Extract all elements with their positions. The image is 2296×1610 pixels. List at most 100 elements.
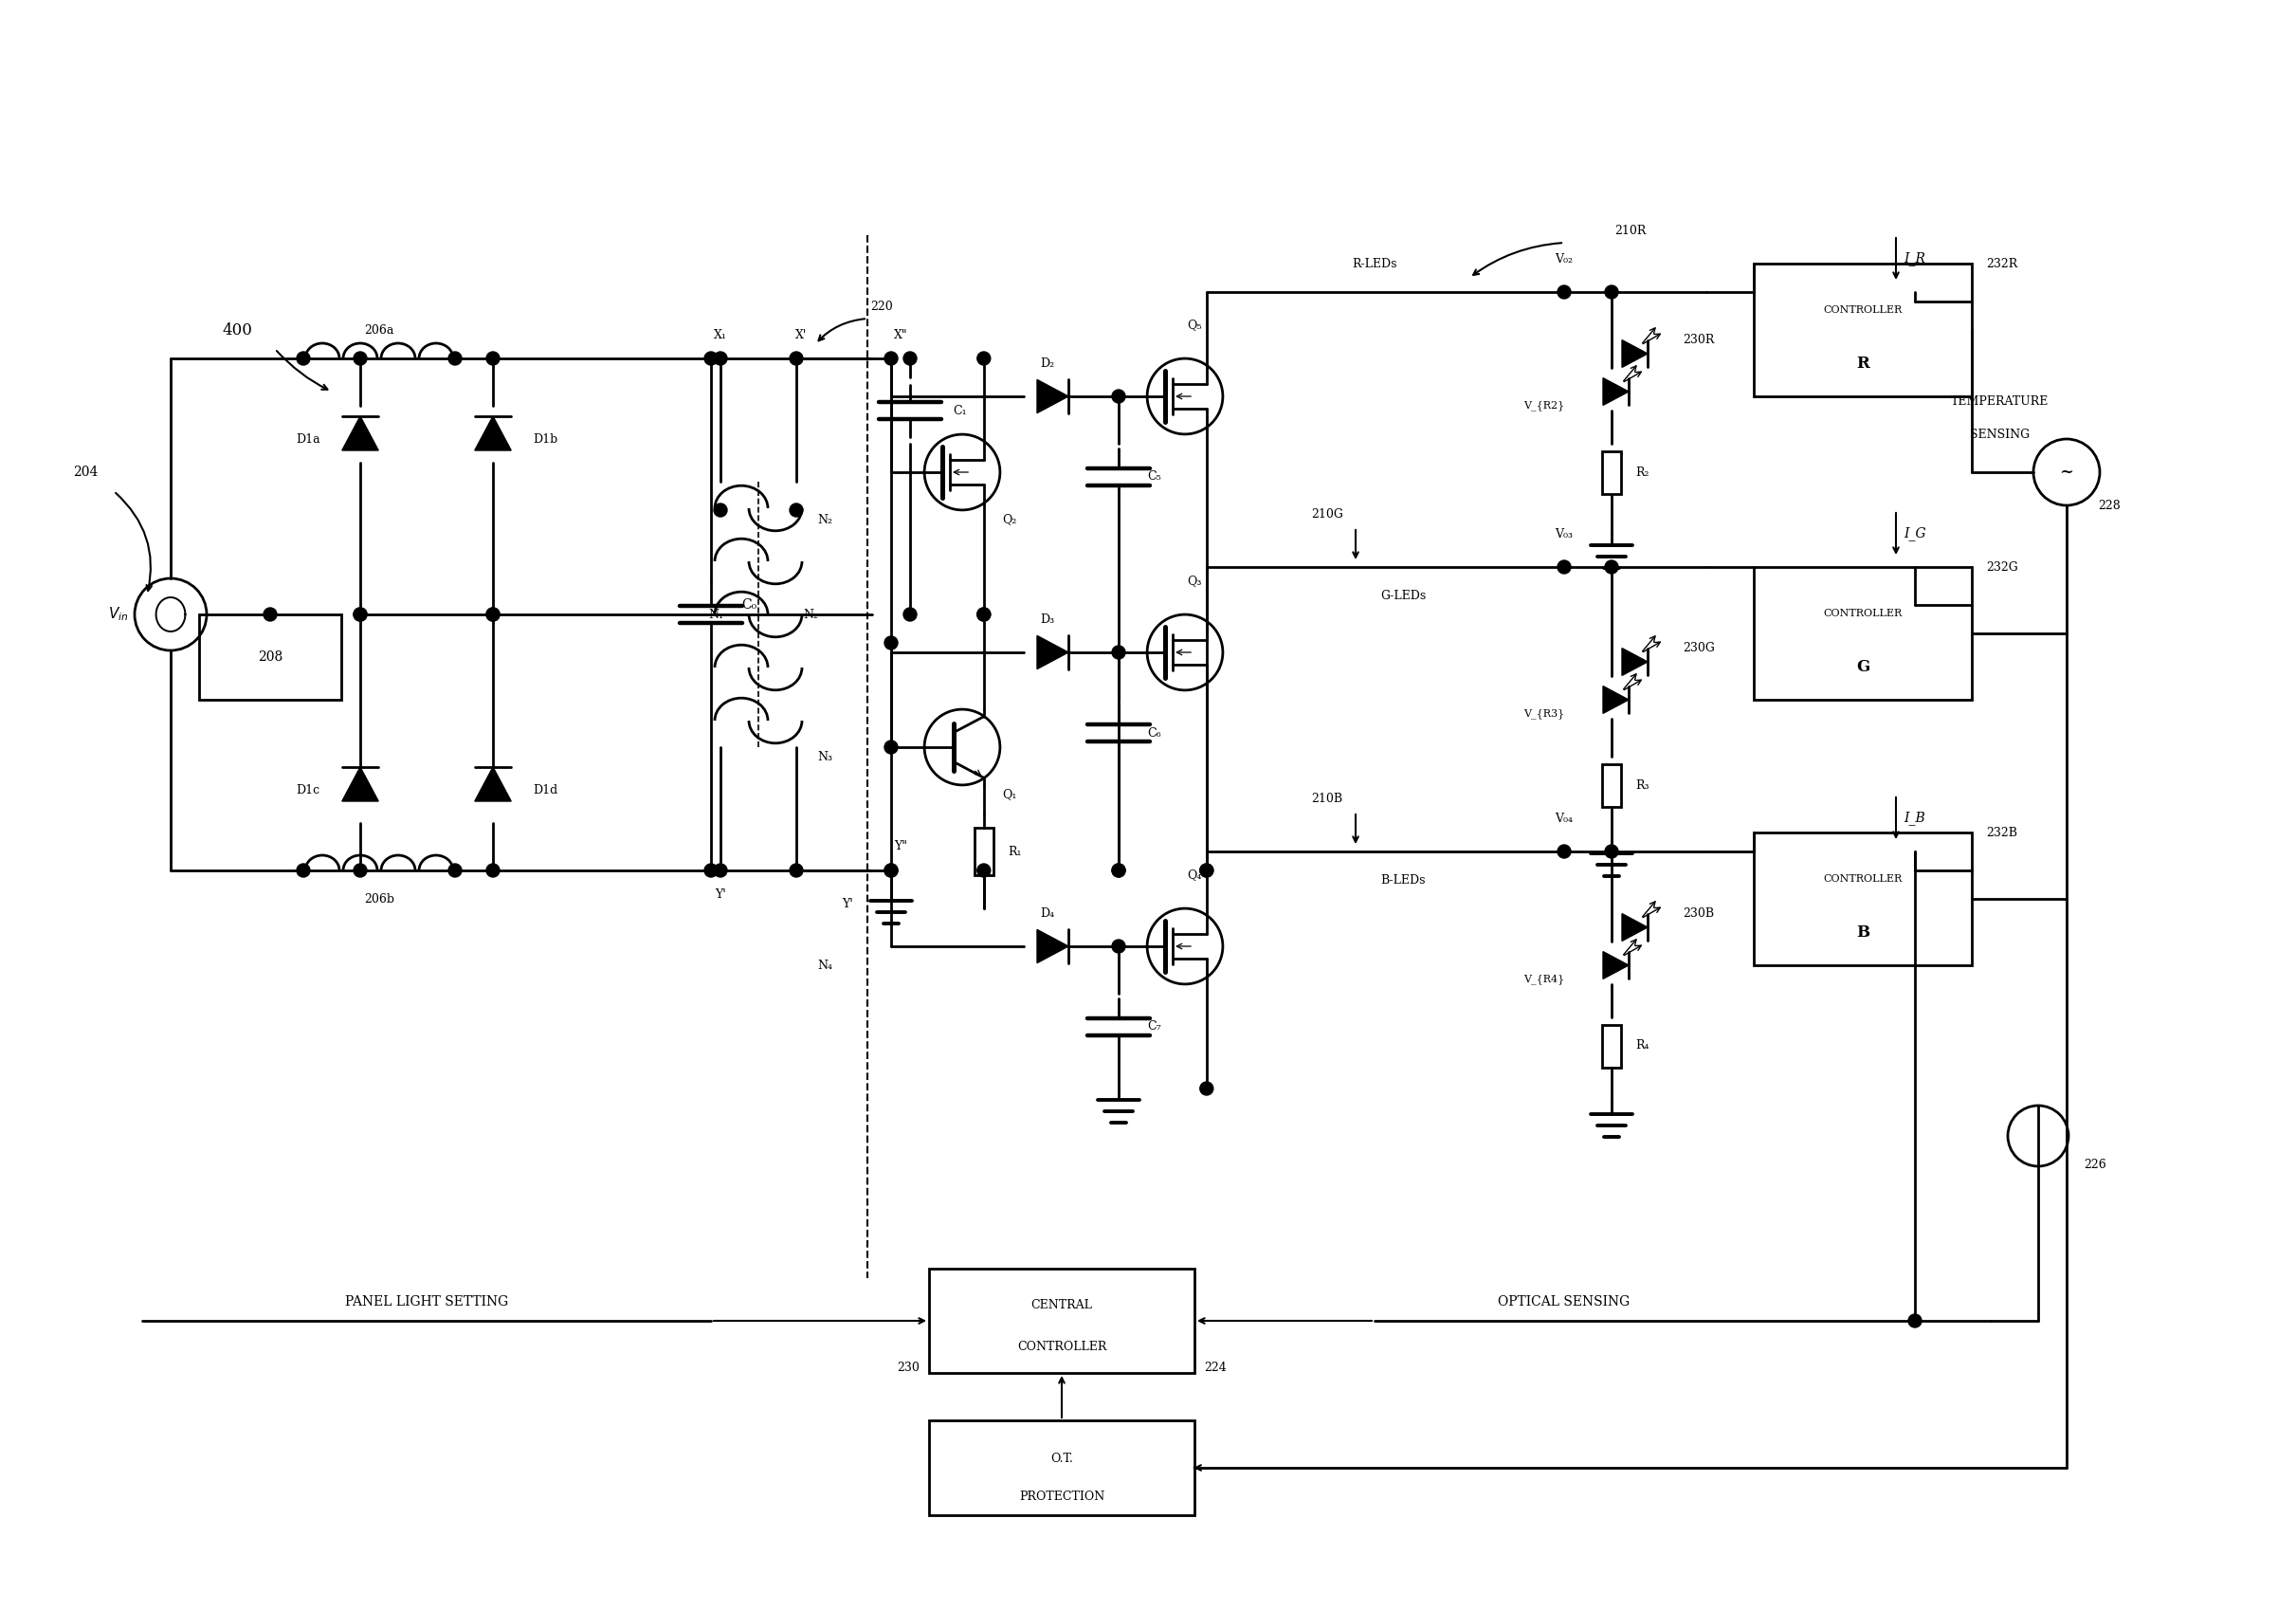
Circle shape [978, 351, 990, 365]
Circle shape [1201, 1082, 1212, 1095]
Circle shape [902, 609, 916, 621]
Circle shape [884, 636, 898, 649]
Circle shape [978, 609, 990, 621]
Circle shape [487, 609, 501, 621]
Circle shape [487, 609, 501, 621]
Text: Y": Y" [893, 840, 907, 853]
Text: N₂: N₂ [817, 514, 833, 526]
Text: 204: 204 [73, 465, 99, 478]
Text: PANEL LIGHT SETTING: PANEL LIGHT SETTING [344, 1294, 507, 1309]
Bar [974, 828, 994, 876]
Circle shape [714, 865, 728, 877]
Text: ~: ~ [2060, 464, 2073, 481]
Circle shape [1557, 285, 1570, 299]
Circle shape [790, 865, 804, 877]
Text: C₇: C₇ [1148, 1021, 1162, 1034]
Circle shape [296, 351, 310, 365]
Polygon shape [1603, 378, 1628, 406]
Polygon shape [342, 766, 379, 802]
Text: Q₂: Q₂ [1003, 514, 1017, 526]
Bar [930, 1269, 1194, 1373]
Circle shape [884, 351, 898, 365]
Text: 232B: 232B [1986, 826, 2018, 839]
Circle shape [1111, 865, 1125, 877]
Text: 220: 220 [870, 299, 893, 312]
Text: X": X" [893, 328, 907, 341]
Text: D1a: D1a [296, 433, 319, 446]
Text: Y': Y' [843, 897, 854, 910]
Text: 210R: 210R [1614, 224, 1646, 237]
Text: Y': Y' [714, 889, 726, 900]
Circle shape [1111, 646, 1125, 658]
Text: V_{R2}: V_{R2} [1522, 401, 1564, 411]
Text: G-LEDs: G-LEDs [1380, 589, 1426, 602]
Circle shape [884, 741, 898, 753]
Text: 400: 400 [223, 322, 253, 338]
Polygon shape [1603, 686, 1628, 713]
Circle shape [1605, 560, 1619, 573]
Circle shape [1908, 1314, 1922, 1327]
Text: R₄: R₄ [1635, 1040, 1649, 1051]
Bar [1603, 763, 1621, 807]
Text: 230: 230 [898, 1362, 918, 1375]
Circle shape [1605, 285, 1619, 299]
Text: N₂: N₂ [804, 609, 817, 620]
Bar [930, 1420, 1194, 1515]
Text: 228: 228 [2099, 499, 2122, 512]
Text: R: R [1855, 356, 1869, 372]
Circle shape [354, 351, 367, 365]
Polygon shape [1621, 340, 1649, 367]
Text: C₆: C₆ [1148, 726, 1162, 739]
Text: CONTROLLER: CONTROLLER [1823, 874, 1901, 884]
Text: R-LEDs: R-LEDs [1352, 258, 1396, 270]
Text: D1b: D1b [533, 433, 558, 446]
Polygon shape [1038, 929, 1068, 963]
Circle shape [1111, 865, 1125, 877]
Text: N₃: N₃ [817, 750, 833, 763]
Polygon shape [342, 417, 379, 451]
Text: Q₄: Q₄ [1187, 869, 1201, 881]
Circle shape [714, 504, 728, 517]
Text: B: B [1855, 924, 1869, 940]
Circle shape [354, 609, 367, 621]
Text: 230B: 230B [1683, 906, 1715, 919]
Polygon shape [1621, 649, 1649, 676]
Text: V₀₃: V₀₃ [1554, 528, 1573, 539]
Text: V₀₂: V₀₂ [1554, 253, 1573, 266]
Circle shape [487, 865, 501, 877]
Text: PROTECTION: PROTECTION [1019, 1491, 1104, 1502]
Circle shape [1111, 940, 1125, 953]
Bar [1603, 451, 1621, 494]
Text: 230G: 230G [1683, 641, 1715, 654]
Text: 232R: 232R [1986, 258, 2018, 270]
Circle shape [1557, 845, 1570, 858]
Text: D1d: D1d [533, 784, 558, 795]
Text: D₃: D₃ [1040, 613, 1054, 625]
Bar [1603, 1024, 1621, 1067]
Circle shape [884, 865, 898, 877]
Text: 210G: 210G [1311, 509, 1343, 522]
Bar [200, 615, 342, 700]
Circle shape [487, 351, 501, 365]
Text: R₂: R₂ [1635, 465, 1649, 478]
Text: D₂: D₂ [1040, 357, 1054, 369]
Polygon shape [1038, 636, 1068, 670]
Circle shape [448, 351, 461, 365]
Text: V_{R3}: V_{R3} [1522, 708, 1564, 720]
Polygon shape [475, 417, 512, 451]
Text: TEMPERATURE: TEMPERATURE [1952, 394, 2050, 407]
Circle shape [296, 865, 310, 877]
Text: N₄: N₄ [817, 960, 833, 971]
Circle shape [1557, 560, 1570, 573]
Circle shape [978, 865, 990, 877]
Text: G: G [1855, 658, 1869, 675]
Circle shape [1111, 390, 1125, 402]
Text: X': X' [794, 328, 806, 341]
Text: Q₅: Q₅ [1187, 319, 1201, 332]
Circle shape [354, 609, 367, 621]
Circle shape [1201, 865, 1212, 877]
Circle shape [978, 609, 990, 621]
Text: CONTROLLER: CONTROLLER [1823, 609, 1901, 618]
Polygon shape [1603, 952, 1628, 979]
Text: D₄: D₄ [1040, 906, 1054, 919]
